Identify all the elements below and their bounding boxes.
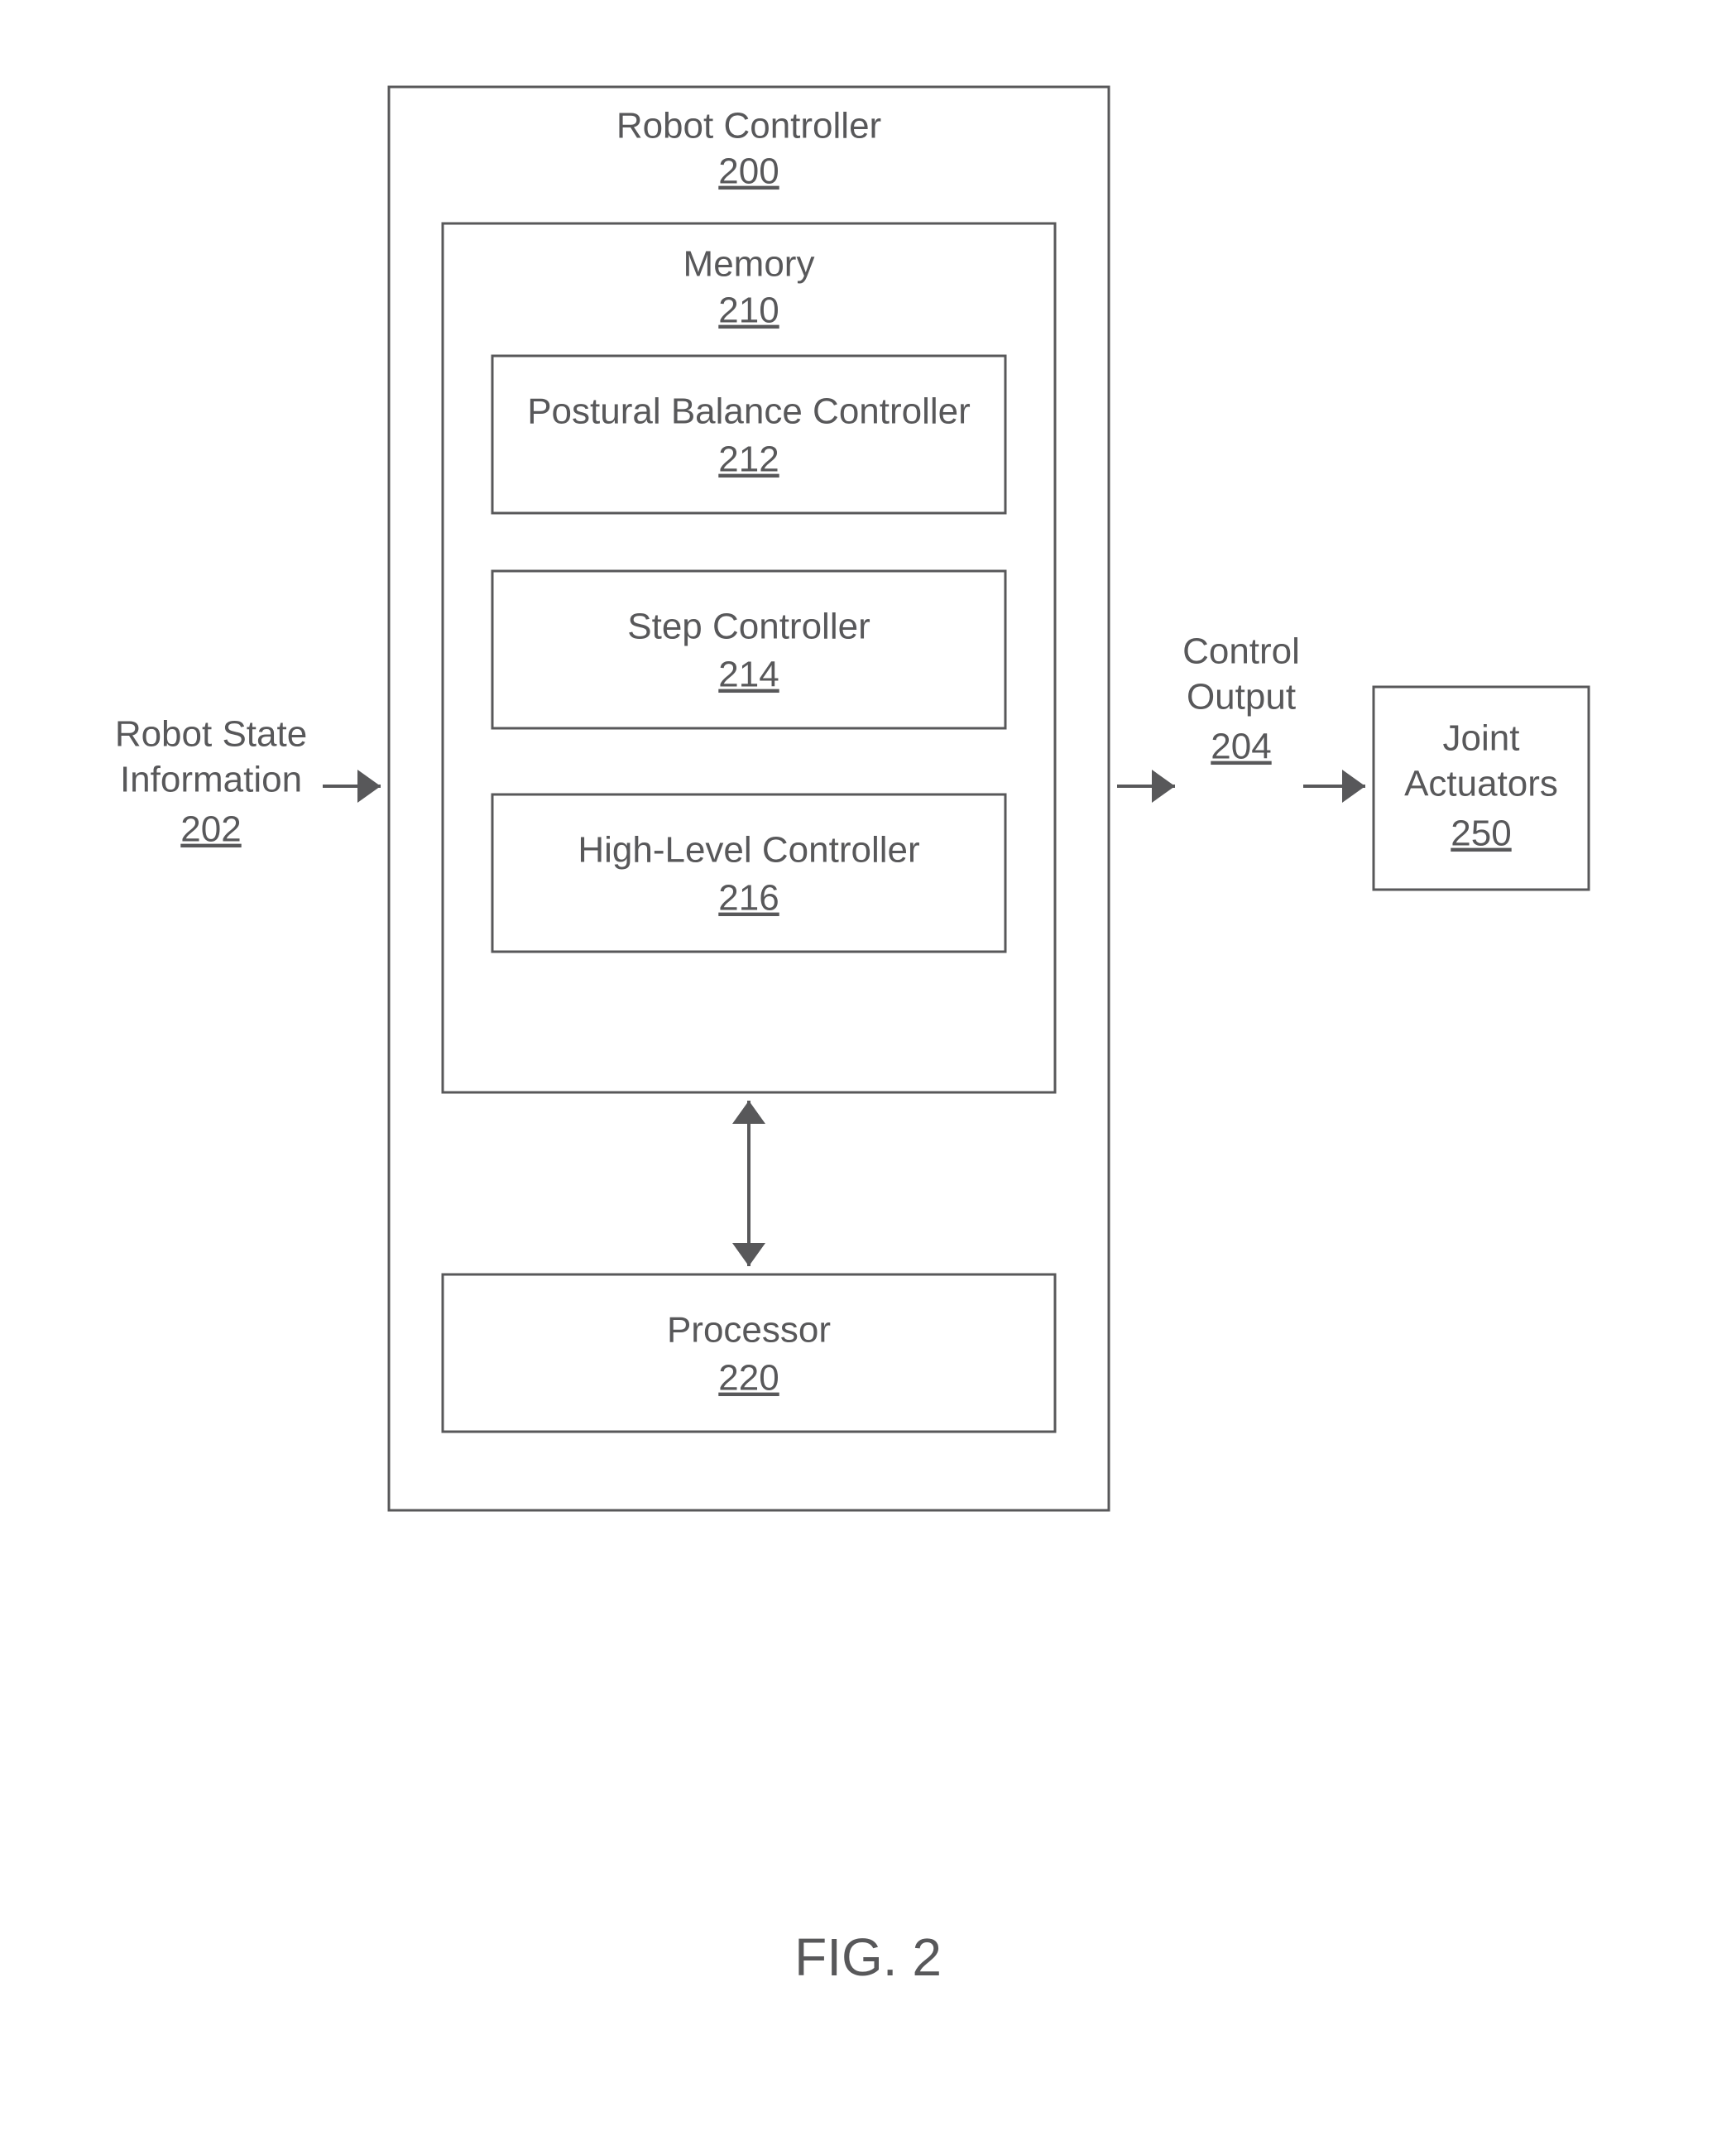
memory-title: Memory (683, 244, 815, 285)
output_label-line1: Control (1182, 631, 1300, 672)
processor-title: Processor (667, 1310, 831, 1351)
actuators-number: 250 (1451, 813, 1511, 854)
step (492, 571, 1005, 728)
highlevel-number: 216 (718, 878, 779, 919)
output_label-line2: Output (1187, 677, 1296, 717)
step-number: 214 (718, 655, 779, 695)
arrowhead-right (357, 770, 381, 803)
arrowhead-down (732, 1243, 765, 1266)
robot_controller-title: Robot Controller (616, 106, 881, 146)
input_label-line1: Robot State (115, 714, 307, 755)
postural-number: 212 (718, 439, 779, 480)
processor-number: 220 (718, 1358, 779, 1399)
step-title: Step Controller (627, 607, 870, 647)
postural (492, 356, 1005, 513)
highlevel-title: High-Level Controller (578, 830, 919, 871)
highlevel (492, 794, 1005, 952)
processor (443, 1274, 1055, 1432)
figure-label: FIG. 2 (794, 1927, 942, 1987)
memory-number: 210 (718, 290, 779, 331)
robot_controller-number: 200 (718, 151, 779, 192)
actuators-title: Joint (1443, 718, 1520, 759)
input_label-number: 202 (180, 809, 241, 850)
arrowhead-right (1152, 770, 1175, 803)
arrowhead-up (732, 1101, 765, 1124)
input_label-line2: Information (120, 760, 302, 800)
output_label-number: 204 (1211, 727, 1271, 767)
postural-title: Postural Balance Controller (527, 391, 971, 432)
actuators-title2: Actuators (1404, 764, 1558, 804)
arrowhead-right (1342, 770, 1365, 803)
